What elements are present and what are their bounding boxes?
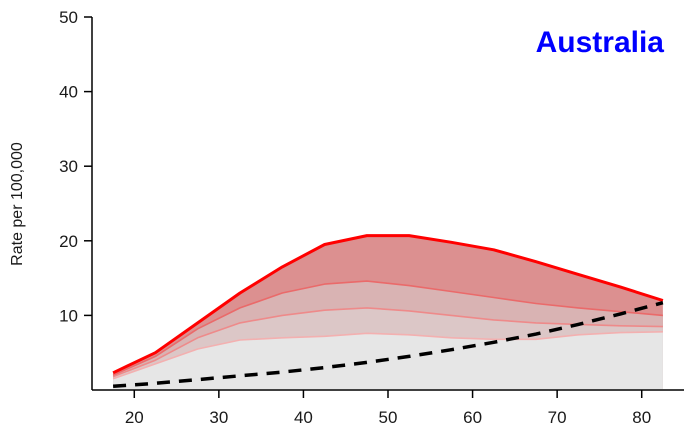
dashed-series: [112, 301, 664, 389]
y-tick-label: 40: [59, 83, 78, 102]
x-tick-label: 70: [548, 408, 567, 427]
dashed-line: [112, 301, 664, 389]
y-tick-label: 10: [59, 306, 78, 325]
x-tick-label: 60: [463, 408, 482, 427]
band-line-3: [112, 280, 663, 376]
y-tick-label: 30: [59, 157, 78, 176]
x-tick-label: 30: [209, 408, 228, 427]
band-lines: [112, 234, 664, 380]
x-tick-label: 50: [379, 408, 398, 427]
x-tick-label: 80: [632, 408, 651, 427]
band-line-1: [112, 331, 663, 380]
area-bands: [113, 235, 663, 389]
ticks: 20 30 40 50 60 70 80 10 20 30 40 50: [59, 8, 651, 427]
panel-title: Australia: [536, 26, 665, 59]
y-tick-label: 20: [59, 232, 78, 251]
x-tick-label: 40: [294, 408, 313, 427]
band-line-4: [112, 234, 664, 375]
x-tick-label: 20: [125, 408, 144, 427]
band-line-2: [112, 307, 663, 378]
y-tick-label: 50: [59, 8, 78, 27]
y-axis-title: Rate per 100,000: [9, 142, 26, 266]
